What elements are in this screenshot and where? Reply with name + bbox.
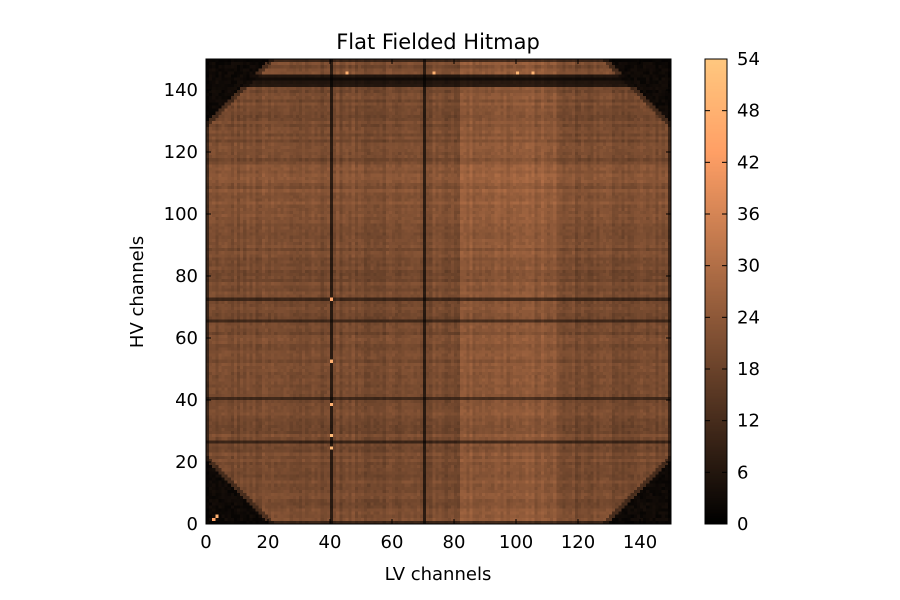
x-tick-label: 40 [319, 532, 342, 553]
colorbar-tick-label: 12 [737, 411, 760, 432]
colorbar-tick-label: 30 [737, 256, 760, 277]
chart-title: Flat Fielded Hitmap [336, 30, 540, 54]
x-tick-label: 0 [200, 532, 211, 553]
colorbar-tick-label: 6 [737, 462, 748, 483]
y-tick-label: 20 [175, 452, 198, 473]
x-tick-label: 100 [499, 532, 533, 553]
y-tick-label: 0 [187, 514, 198, 535]
colorbar-tick-label: 0 [737, 514, 748, 535]
colorbar-ticks: 0 6 12 18 24 30 36 42 48 54 [705, 49, 760, 535]
colorbar-tick-label: 54 [737, 49, 760, 70]
y-tick-label: 120 [164, 142, 198, 163]
y-tick-label: 80 [175, 266, 198, 287]
colorbar-tick-label: 24 [737, 307, 760, 328]
x-tick-label: 60 [381, 532, 404, 553]
y-axis-label: HV channels [127, 236, 148, 348]
x-axis-label: LV channels [385, 564, 492, 585]
x-tick-label: 80 [443, 532, 466, 553]
x-tick-label: 20 [257, 532, 280, 553]
heatmap-image [206, 59, 671, 524]
colorbar-gradient [705, 59, 727, 524]
y-tick-label: 100 [164, 204, 198, 225]
colorbar-tick-label: 36 [737, 204, 760, 225]
colorbar-tick-label: 18 [737, 359, 760, 380]
y-tick-label: 40 [175, 390, 198, 411]
y-ticks: 0 20 40 60 80 100 120 140 [164, 80, 671, 535]
y-tick-label: 140 [164, 80, 198, 101]
colorbar-tick-label: 42 [737, 152, 760, 173]
colorbar-tick-label: 48 [737, 101, 760, 122]
x-tick-label: 120 [561, 532, 595, 553]
x-ticks: 0 20 40 60 80 100 120 140 [200, 59, 657, 553]
x-tick-label: 140 [623, 532, 657, 553]
y-tick-label: 60 [175, 328, 198, 349]
colorbar-frame [704, 58, 728, 525]
plot-frame [205, 58, 672, 525]
